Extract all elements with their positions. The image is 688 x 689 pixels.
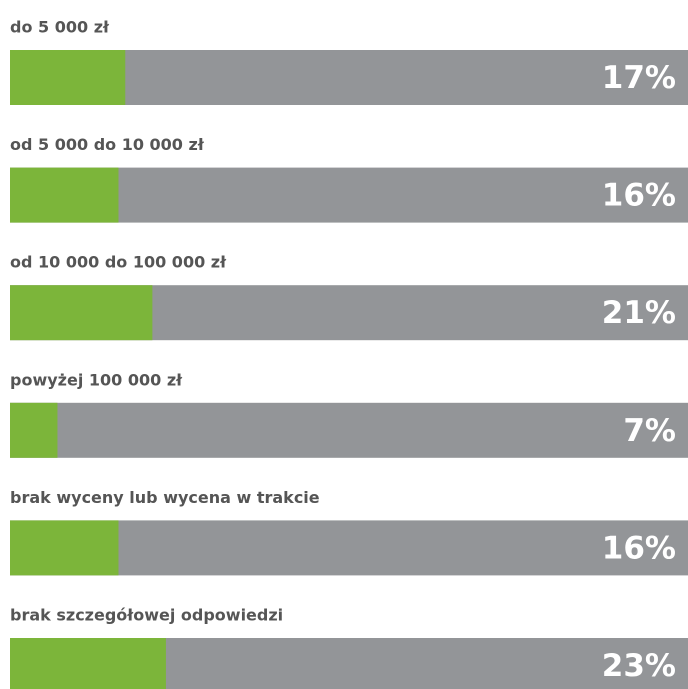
value-label: 7% <box>623 413 676 449</box>
bar <box>10 167 119 223</box>
value-label: 16% <box>602 178 676 214</box>
bar-track <box>10 167 688 223</box>
category-label: brak wyceny lub wycena w trakcie <box>10 488 320 507</box>
category-label: brak szczegółowej odpowiedzi <box>10 606 283 625</box>
value-label: 23% <box>602 648 676 684</box>
value-label: 21% <box>602 295 676 331</box>
category-label: do 5 000 zł <box>10 18 110 37</box>
category-label: od 5 000 do 10 000 zł <box>10 135 205 154</box>
bar <box>10 285 153 341</box>
bar <box>10 520 119 576</box>
bar-track <box>10 402 688 458</box>
category-label: powyżej 100 000 zł <box>10 370 183 389</box>
value-label: 16% <box>602 530 676 566</box>
value-label: 17% <box>602 60 676 96</box>
bar <box>10 402 58 458</box>
bar <box>10 638 166 689</box>
bar <box>10 50 126 105</box>
category-label: od 10 000 do 100 000 zł <box>10 253 227 272</box>
bar-track <box>10 520 688 576</box>
